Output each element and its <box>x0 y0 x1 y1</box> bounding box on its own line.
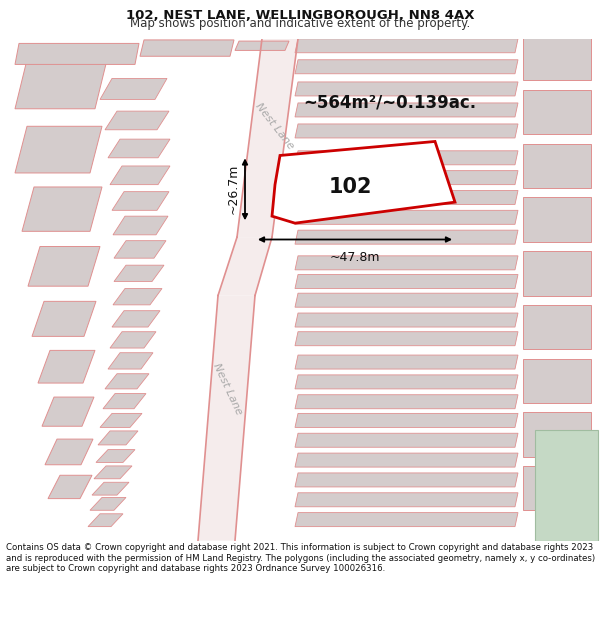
Text: 102, NEST LANE, WELLINGBOROUGH, NN8 4AX: 102, NEST LANE, WELLINGBOROUGH, NN8 4AX <box>126 9 474 21</box>
Polygon shape <box>110 332 156 348</box>
Polygon shape <box>295 375 518 389</box>
Polygon shape <box>140 40 234 56</box>
Polygon shape <box>108 139 170 158</box>
Polygon shape <box>295 151 518 165</box>
Polygon shape <box>295 124 518 138</box>
Polygon shape <box>295 171 518 184</box>
Polygon shape <box>237 39 298 237</box>
Polygon shape <box>100 413 142 428</box>
Polygon shape <box>295 39 518 52</box>
Polygon shape <box>523 35 591 79</box>
Text: Map shows position and indicative extent of the property.: Map shows position and indicative extent… <box>130 18 470 30</box>
Polygon shape <box>295 395 518 409</box>
Text: Nest Lane: Nest Lane <box>254 101 296 151</box>
Polygon shape <box>295 492 518 507</box>
Polygon shape <box>114 241 166 258</box>
Polygon shape <box>535 430 598 541</box>
Polygon shape <box>295 230 518 244</box>
Polygon shape <box>272 141 455 223</box>
Polygon shape <box>15 60 107 109</box>
Text: Contains OS data © Crown copyright and database right 2021. This information is : Contains OS data © Crown copyright and d… <box>6 543 595 573</box>
Polygon shape <box>38 351 95 383</box>
Polygon shape <box>98 431 138 445</box>
Polygon shape <box>295 433 518 447</box>
Polygon shape <box>96 449 135 462</box>
Polygon shape <box>113 216 168 235</box>
Polygon shape <box>198 296 255 541</box>
Polygon shape <box>90 498 126 510</box>
Text: 102: 102 <box>329 177 372 197</box>
Polygon shape <box>100 78 167 99</box>
Polygon shape <box>523 90 591 134</box>
Polygon shape <box>295 82 518 96</box>
Polygon shape <box>28 246 100 286</box>
Polygon shape <box>523 305 591 349</box>
Polygon shape <box>295 512 518 527</box>
Polygon shape <box>112 311 160 327</box>
Polygon shape <box>295 60 518 74</box>
Polygon shape <box>45 439 93 465</box>
Polygon shape <box>295 413 518 428</box>
Polygon shape <box>523 466 591 510</box>
Text: ~564m²/~0.139ac.: ~564m²/~0.139ac. <box>303 93 476 111</box>
Polygon shape <box>218 237 272 296</box>
Polygon shape <box>88 514 123 527</box>
Polygon shape <box>105 111 169 130</box>
Polygon shape <box>103 394 146 409</box>
Polygon shape <box>295 191 518 204</box>
Polygon shape <box>110 166 170 184</box>
Polygon shape <box>295 274 518 289</box>
Polygon shape <box>295 313 518 327</box>
Polygon shape <box>114 265 164 281</box>
Polygon shape <box>112 192 169 211</box>
Polygon shape <box>295 103 518 117</box>
Polygon shape <box>295 332 518 346</box>
Polygon shape <box>523 412 591 457</box>
Polygon shape <box>295 453 518 467</box>
Polygon shape <box>48 475 92 499</box>
Polygon shape <box>32 301 96 336</box>
Polygon shape <box>94 466 132 479</box>
Polygon shape <box>523 198 591 242</box>
Polygon shape <box>295 211 518 224</box>
Text: ~26.7m: ~26.7m <box>227 164 240 214</box>
Polygon shape <box>295 293 518 308</box>
Polygon shape <box>105 374 149 389</box>
Polygon shape <box>22 187 102 231</box>
Polygon shape <box>42 397 94 426</box>
Polygon shape <box>113 289 162 305</box>
Polygon shape <box>523 359 591 403</box>
Polygon shape <box>235 41 289 51</box>
Polygon shape <box>523 251 591 296</box>
Polygon shape <box>92 482 129 495</box>
Text: Nest Lane: Nest Lane <box>212 361 244 416</box>
Polygon shape <box>295 473 518 487</box>
Text: ~47.8m: ~47.8m <box>330 251 380 264</box>
Polygon shape <box>295 355 518 369</box>
Polygon shape <box>108 352 153 369</box>
Polygon shape <box>15 43 139 64</box>
Polygon shape <box>15 126 102 173</box>
Polygon shape <box>523 144 591 188</box>
Polygon shape <box>295 256 518 270</box>
